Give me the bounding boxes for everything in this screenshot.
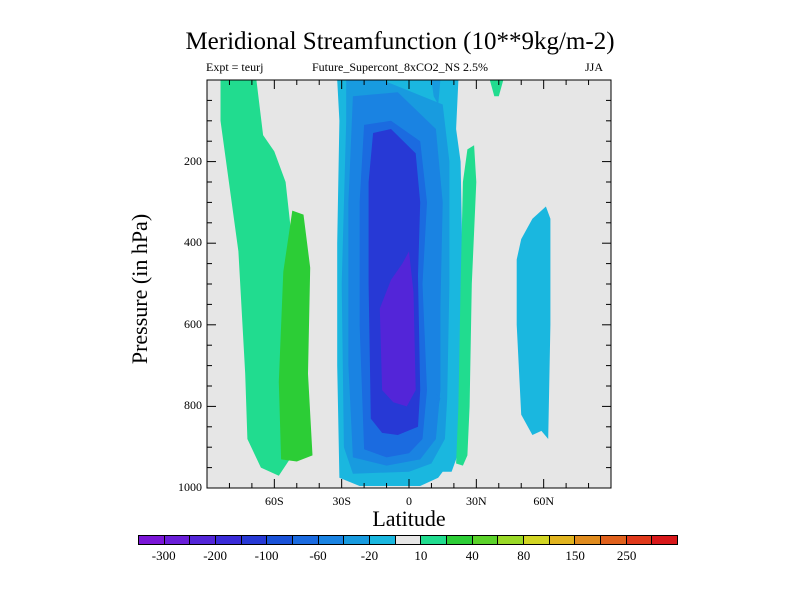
colorbar-label: 10 (414, 548, 428, 563)
colorbar-label: -60 (309, 548, 327, 563)
colorbar-cell-0 (139, 536, 165, 544)
y-axis-title: Pressure (in hPa) (127, 213, 152, 365)
colorbar-label: 80 (517, 548, 531, 563)
y-tick-label: 400 (184, 235, 202, 250)
colorbar-cell-16 (549, 536, 576, 544)
colorbar-cell-12 (447, 536, 473, 544)
contour-region-8 (456, 145, 477, 466)
colorbar-cell-10 (395, 536, 422, 544)
colorbar-label: 40 (465, 548, 479, 563)
colorbar-cell-8 (344, 536, 371, 544)
contour-region-12 (435, 394, 441, 407)
colorbar-label: 250 (616, 548, 637, 563)
y-tick-label: 200 (184, 153, 202, 168)
season-label: JJA (585, 60, 604, 74)
colorbar-cell-7 (318, 536, 345, 544)
contour-plot (206, 79, 612, 489)
chart-title: Meridional Streamfunction (10**9kg/m-2) (185, 28, 615, 55)
colorbar-cell-1 (164, 536, 191, 544)
colorbar-cell-18 (601, 536, 627, 544)
colorbar-cell-5 (267, 536, 294, 544)
colorbar-cell-11 (421, 536, 448, 544)
colorbar-label: 150 (565, 548, 585, 563)
contour-region-11 (431, 80, 441, 105)
contour-region-7 (379, 251, 416, 407)
colorbar-cell-9 (370, 536, 396, 544)
y-tick-label: 600 (184, 316, 202, 331)
colorbar-cell-13 (472, 536, 499, 544)
x-tick-label: 60N (533, 494, 554, 508)
colorbar-cell-6 (293, 536, 319, 544)
x-tick-label: 30S (332, 494, 351, 508)
contour-region-9 (489, 80, 504, 97)
y-tick-label: 1000 (178, 480, 202, 494)
colorbar-cell-4 (241, 536, 268, 544)
colorbar-label: -20 (360, 548, 379, 563)
colorbar-cell-19 (626, 536, 653, 544)
contour-region-10 (516, 206, 551, 439)
contour-region-1 (278, 210, 313, 462)
x-tick-label: 30N (465, 494, 487, 508)
colorbar-cell-17 (575, 536, 602, 544)
colorbar-cell-2 (190, 536, 217, 544)
x-tick-label: 0 (406, 494, 412, 508)
colorbar-cell-14 (498, 536, 525, 544)
colorbar-cell-3 (216, 536, 242, 544)
colorbar (138, 535, 678, 545)
x-axis-title: Latitude (372, 506, 446, 531)
plot-area (206, 79, 612, 489)
chart-subtitle: Future_Supercont_8xCO2_NS 2.5% (312, 60, 488, 74)
experiment-label: Expt = teurj (206, 60, 264, 74)
y-tick-label: 800 (184, 398, 202, 413)
colorbar-label: -200 (203, 548, 228, 563)
colorbar-cell-20 (652, 536, 678, 544)
colorbar-label: -300 (151, 548, 176, 563)
colorbar-cell-15 (524, 536, 550, 544)
contour-region-0 (220, 80, 293, 476)
x-tick-label: 60S (264, 494, 284, 508)
colorbar-label: -100 (254, 548, 279, 563)
